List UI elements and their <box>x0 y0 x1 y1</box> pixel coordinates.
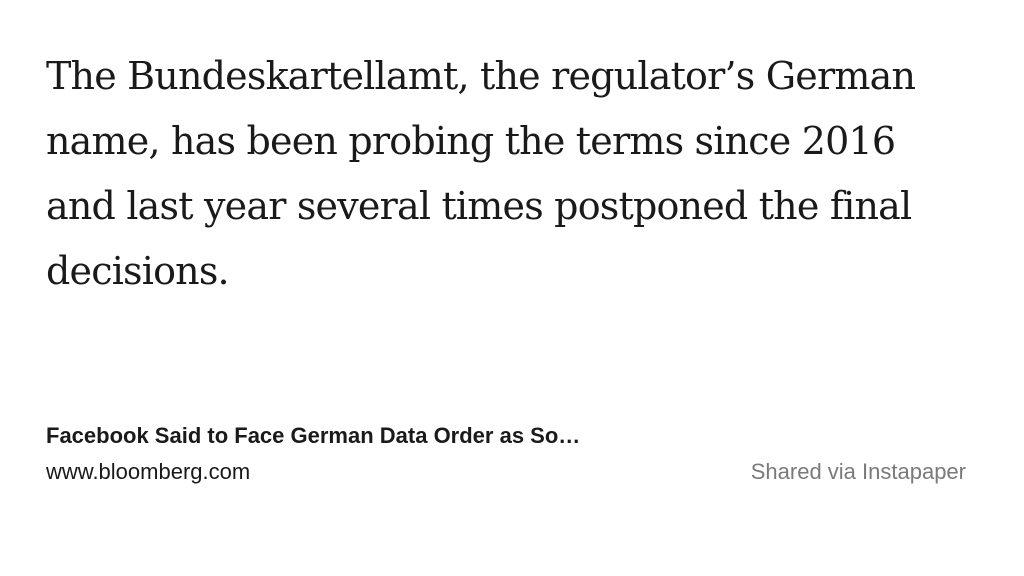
quote-line: name, has been probing the terms since 2… <box>46 119 896 163</box>
shared-via-label: Shared via Instapaper <box>750 459 966 484</box>
quote-line: and last year several times postponed th… <box>46 184 912 228</box>
quote-line: The Bundeskartellamt, the regulator’s Ge… <box>46 54 916 98</box>
article-source: Facebook Said to Face German Data Order … <box>46 420 976 488</box>
article-title-link[interactable]: Facebook Said to Face German Data Order … <box>46 423 581 448</box>
source-row: www.bloomberg.com Shared via Instapaper <box>46 456 976 488</box>
article-domain-link[interactable]: www.bloomberg.com <box>46 459 251 484</box>
quote-line: decisions. <box>46 249 230 293</box>
highlighted-quote: The Bundeskartellamt, the regulator’s Ge… <box>46 44 996 304</box>
